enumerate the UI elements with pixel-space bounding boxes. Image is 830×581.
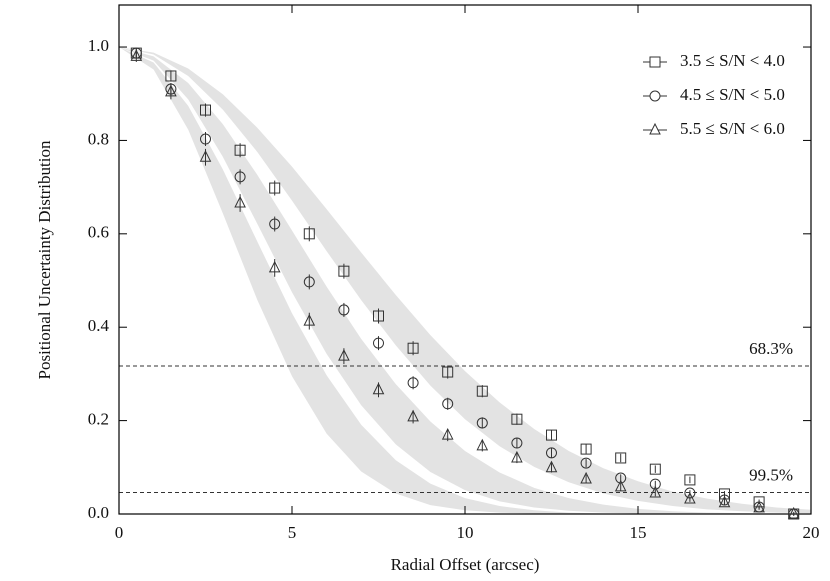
data-point bbox=[442, 398, 454, 410]
data-point bbox=[649, 478, 661, 490]
data-point bbox=[130, 49, 143, 61]
data-point bbox=[442, 366, 454, 378]
data-point bbox=[200, 104, 211, 116]
data-point bbox=[165, 84, 177, 97]
x-tick-label: 10 bbox=[457, 523, 474, 542]
data-point bbox=[269, 218, 281, 230]
data-point bbox=[234, 144, 246, 156]
data-point bbox=[407, 377, 419, 389]
y-tick-label: 1.0 bbox=[88, 36, 109, 55]
data-point bbox=[476, 417, 488, 429]
data-point bbox=[269, 182, 281, 194]
data-point bbox=[684, 491, 696, 504]
reference-label: 99.5% bbox=[749, 465, 793, 484]
plot-frame bbox=[118, 4, 812, 515]
data-point bbox=[199, 150, 212, 162]
y-tick-label: 0.8 bbox=[88, 129, 109, 148]
data-point bbox=[476, 438, 489, 451]
legend-marker bbox=[649, 122, 661, 135]
data-point bbox=[649, 485, 662, 498]
data-point bbox=[338, 304, 350, 316]
data-point bbox=[303, 314, 316, 326]
reference-label: 68.3% bbox=[749, 339, 793, 358]
data-point bbox=[303, 228, 315, 240]
data-point bbox=[546, 429, 557, 441]
legend-marker bbox=[649, 90, 661, 102]
x-axis-label: Radial Offset (arcsec) bbox=[391, 555, 540, 574]
y-tick-label: 0.0 bbox=[88, 503, 109, 522]
data-point bbox=[546, 447, 557, 459]
model-band bbox=[119, 47, 811, 514]
y-tick-label: 0.2 bbox=[88, 410, 109, 429]
data-point bbox=[338, 265, 350, 277]
data-point bbox=[476, 385, 488, 397]
x-tick-label: 15 bbox=[630, 523, 647, 542]
data-point bbox=[580, 471, 592, 484]
data-point bbox=[268, 260, 281, 273]
legend-label: 3.5 ≤ S/N < 4.0 bbox=[680, 51, 785, 70]
data-point bbox=[545, 460, 558, 473]
data-point bbox=[614, 479, 627, 492]
x-tick-label: 5 bbox=[288, 523, 297, 542]
data-point bbox=[373, 310, 384, 322]
data-point bbox=[511, 450, 523, 463]
y-tick-label: 0.4 bbox=[88, 316, 110, 335]
data-point bbox=[372, 382, 385, 395]
data-point bbox=[407, 342, 419, 354]
data-point bbox=[511, 437, 523, 449]
data-point bbox=[787, 506, 800, 519]
data-point bbox=[200, 133, 211, 145]
data-point bbox=[165, 70, 177, 82]
y-tick-label: 0.6 bbox=[88, 223, 109, 242]
data-point bbox=[580, 457, 592, 469]
data-point bbox=[684, 474, 696, 486]
data-point bbox=[338, 349, 350, 361]
x-tick-label: 20 bbox=[803, 523, 820, 542]
model-band bbox=[119, 47, 811, 514]
data-point bbox=[303, 276, 315, 288]
data-point bbox=[649, 463, 661, 475]
legend-label: 4.5 ≤ S/N < 5.0 bbox=[680, 85, 785, 104]
legend-marker bbox=[649, 56, 661, 68]
legend-label: 5.5 ≤ S/N < 6.0 bbox=[680, 119, 785, 138]
data-point bbox=[441, 427, 454, 440]
data-point bbox=[234, 171, 246, 183]
data-point bbox=[753, 500, 765, 513]
data-point bbox=[373, 337, 384, 349]
data-point bbox=[615, 472, 627, 484]
y-axis-label: Positional Uncertainty Distribution bbox=[35, 140, 54, 379]
data-point bbox=[580, 443, 592, 455]
data-point bbox=[511, 413, 523, 425]
data-point bbox=[407, 409, 419, 422]
data-point bbox=[615, 452, 627, 464]
model-band bbox=[119, 47, 811, 514]
x-tick-label: 0 bbox=[115, 523, 124, 542]
data-point bbox=[234, 195, 246, 208]
data-point bbox=[718, 495, 731, 508]
